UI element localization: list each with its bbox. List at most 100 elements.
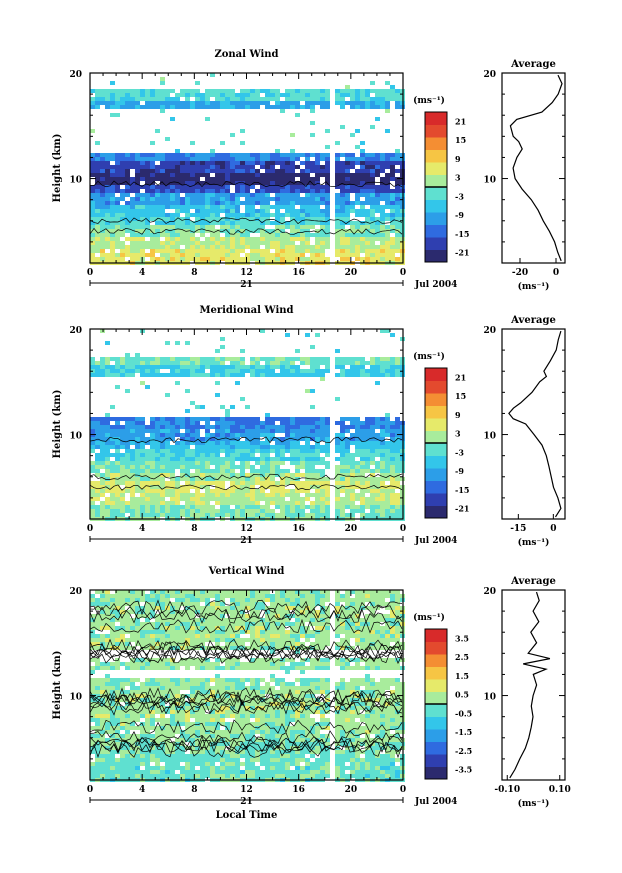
heatmap-cell bbox=[230, 509, 235, 513]
colorbar-swatch bbox=[425, 455, 447, 469]
heatmap-cell bbox=[165, 646, 170, 650]
colorbar-swatch bbox=[425, 418, 447, 431]
heatmap-cell bbox=[230, 209, 235, 213]
heatmap-cell bbox=[245, 477, 250, 481]
heatmap-cell bbox=[195, 658, 200, 662]
heatmap-cell bbox=[95, 365, 100, 369]
heatmap-cell bbox=[290, 501, 295, 505]
heatmap-cell bbox=[315, 217, 320, 221]
heatmap-cell bbox=[235, 257, 240, 261]
heatmap-cell bbox=[270, 598, 275, 602]
heatmap-cell bbox=[240, 618, 245, 622]
heatmap-cell bbox=[115, 161, 120, 165]
heatmap-cell bbox=[270, 469, 275, 473]
heatmap-cell bbox=[340, 181, 345, 185]
heatmap-cell bbox=[95, 485, 100, 489]
heatmap-cell bbox=[250, 429, 255, 433]
heatmap-cell bbox=[130, 441, 135, 445]
heatmap-cell bbox=[315, 461, 320, 465]
heatmap-cell bbox=[300, 421, 305, 425]
heatmap-cell bbox=[235, 606, 240, 610]
heatmap-cell bbox=[160, 634, 165, 638]
heatmap-cell bbox=[245, 221, 250, 225]
heatmap-cell bbox=[345, 449, 350, 453]
heatmap-cell bbox=[125, 457, 130, 461]
heatmap-cell bbox=[355, 465, 360, 469]
heatmap-cell bbox=[130, 165, 135, 169]
heatmap-cell bbox=[225, 257, 230, 261]
heatmap-cell bbox=[340, 453, 345, 457]
heatmap-cell bbox=[160, 213, 165, 217]
heatmap-cell bbox=[280, 193, 285, 197]
x-tick-label: 20 bbox=[345, 268, 358, 278]
heatmap-cell bbox=[245, 253, 250, 257]
heatmap-cell bbox=[365, 241, 370, 245]
heatmap-cell bbox=[165, 105, 170, 109]
heatmap-cell bbox=[225, 357, 230, 361]
heatmap-cell bbox=[390, 445, 395, 449]
heatmap-cell bbox=[275, 590, 280, 594]
heatmap-cell bbox=[290, 658, 295, 662]
heatmap-cell bbox=[165, 225, 170, 229]
heatmap-cell bbox=[310, 357, 315, 361]
heatmap-cell bbox=[170, 618, 175, 622]
heatmap-cell bbox=[245, 590, 250, 594]
heatmap-cell bbox=[220, 253, 225, 257]
heatmap-cell bbox=[355, 622, 360, 626]
heatmap-cell bbox=[125, 365, 130, 369]
heatmap-cell bbox=[210, 149, 215, 153]
heatmap-cell bbox=[180, 425, 185, 429]
heatmap-cell bbox=[305, 634, 310, 638]
heatmap-cell bbox=[200, 594, 205, 598]
heatmap-cell bbox=[385, 257, 390, 261]
heatmap-cell bbox=[340, 501, 345, 505]
heatmap-cell bbox=[310, 445, 315, 449]
heatmap-cell bbox=[280, 638, 285, 642]
heatmap-cell bbox=[245, 445, 250, 449]
heatmap-cell bbox=[230, 93, 235, 97]
heatmap-cell bbox=[245, 105, 250, 109]
heatmap-cell bbox=[250, 602, 255, 606]
heatmap-cell bbox=[195, 405, 200, 409]
heatmap-cell bbox=[210, 425, 215, 429]
heatmap-cell bbox=[120, 193, 125, 197]
heatmap-cell bbox=[140, 469, 145, 473]
heatmap-cell bbox=[170, 437, 175, 441]
heatmap-cell bbox=[225, 441, 230, 445]
heatmap-cell bbox=[370, 205, 375, 209]
heatmap-cell bbox=[110, 437, 115, 441]
heatmap-cell bbox=[300, 594, 305, 598]
heatmap-cell bbox=[315, 237, 320, 241]
heatmap-cell bbox=[140, 638, 145, 642]
heatmap-cell bbox=[290, 149, 295, 153]
heatmap-cell bbox=[115, 97, 120, 101]
heatmap-cell bbox=[265, 165, 270, 169]
heatmap-cell bbox=[130, 461, 135, 465]
heatmap-cell bbox=[120, 241, 125, 245]
heatmap-cell bbox=[135, 465, 140, 469]
y-axis-label: Height (km) bbox=[52, 134, 63, 203]
heatmap-cell bbox=[165, 365, 170, 369]
heatmap-cell bbox=[175, 241, 180, 245]
heatmap-cell bbox=[115, 173, 120, 177]
heatmap-cell bbox=[100, 441, 105, 445]
heatmap-cell bbox=[195, 361, 200, 365]
heatmap-cell bbox=[90, 161, 95, 165]
heatmap-cell bbox=[300, 437, 305, 441]
heatmap-cell bbox=[95, 618, 100, 622]
heatmap-cell bbox=[295, 505, 300, 509]
heatmap-cell bbox=[270, 622, 275, 626]
heatmap-cell bbox=[170, 477, 175, 481]
heatmap-cell bbox=[95, 233, 100, 237]
heatmap-cell bbox=[180, 153, 185, 157]
heatmap-cell bbox=[160, 233, 165, 237]
heatmap-cell bbox=[180, 157, 185, 161]
heatmap-cell bbox=[150, 493, 155, 497]
heatmap-cell bbox=[150, 141, 155, 145]
heatmap-cell bbox=[210, 241, 215, 245]
heatmap-cell bbox=[215, 509, 220, 513]
heatmap-cell bbox=[210, 497, 215, 501]
heatmap-cell bbox=[225, 590, 230, 594]
heatmap-cell bbox=[325, 169, 330, 173]
heatmap-cell bbox=[320, 93, 325, 97]
